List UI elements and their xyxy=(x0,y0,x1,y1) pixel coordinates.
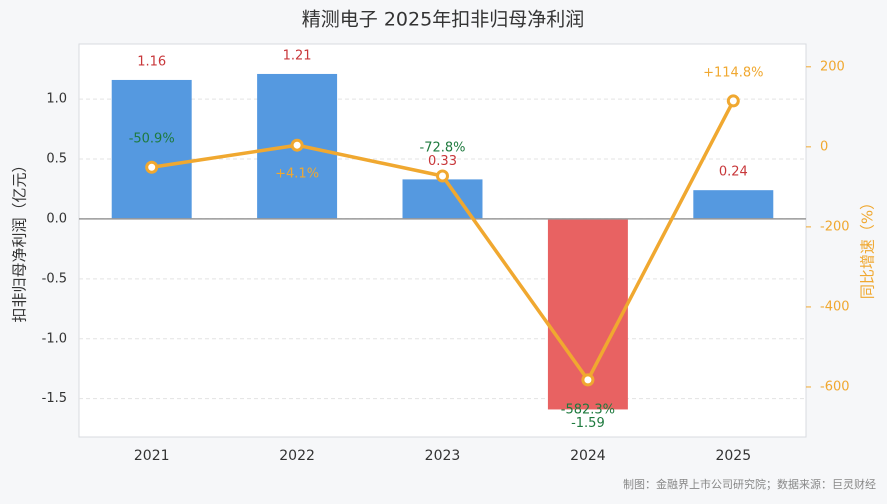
y2-tick-label: -600 xyxy=(820,379,850,394)
y-tick-label: -1.5 xyxy=(42,391,67,406)
line-point xyxy=(581,373,595,387)
plot-area xyxy=(78,43,807,438)
y-tick-label: -0.5 xyxy=(42,271,67,286)
bar xyxy=(111,79,192,219)
line-value-label: +114.8% xyxy=(703,65,763,80)
y2-tick-label: 200 xyxy=(820,59,845,74)
bar-value-label: 0.24 xyxy=(719,165,748,180)
x-tick-label: 2024 xyxy=(570,448,606,464)
bar-value-label: 1.21 xyxy=(283,48,312,63)
y-tick-label: -1.0 xyxy=(42,331,67,346)
x-tick-label: 2022 xyxy=(279,448,315,464)
y-tick-label: 0.5 xyxy=(46,152,67,167)
y2-tick-label: 0 xyxy=(820,139,828,154)
x-tick-label: 2021 xyxy=(134,448,170,464)
footer: 制图：金融界上市公司研究院；数据来源：巨灵财经 xyxy=(623,477,876,491)
line-value-label: -72.8% xyxy=(420,140,466,155)
line-point xyxy=(145,160,159,174)
line-value-label: -582.3% xyxy=(561,402,615,417)
y-tick-label: 0.0 xyxy=(46,211,67,226)
x-tick-label: 2025 xyxy=(715,448,751,464)
line-point xyxy=(290,138,304,152)
y2-tick-label: -200 xyxy=(820,219,850,234)
bar-value-label: 1.16 xyxy=(137,54,166,69)
line-point xyxy=(726,94,740,108)
bar-value-label: -1.59 xyxy=(571,416,605,431)
x-tick-label: 2023 xyxy=(425,448,461,464)
y-tick-label: 1.0 xyxy=(46,92,67,107)
chart-title: 精测电子 2025年扣非归母净利润 xyxy=(302,9,584,31)
bar-value-label: 0.33 xyxy=(428,154,457,169)
line-value-label: +4.1% xyxy=(275,167,319,182)
y2-tick-label: -400 xyxy=(820,299,850,314)
y2-axis-label: 同比增速（%） xyxy=(859,195,877,299)
line-value-label: -50.9% xyxy=(129,132,175,147)
bar xyxy=(693,190,774,219)
y-axis-label: 扣非归母净利润（亿元） xyxy=(11,157,29,322)
line-point xyxy=(436,169,449,183)
